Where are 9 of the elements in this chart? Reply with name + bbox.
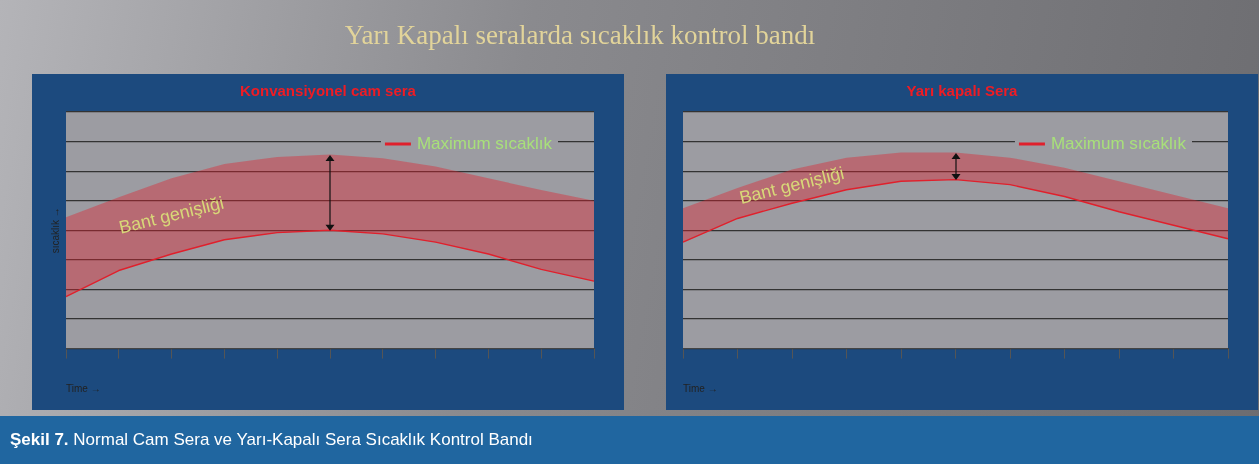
text: Yarı Kapalı seralarda sıcaklık kontrol bandı — [343, 20, 817, 51]
chart-title: Konvansiyonel cam sera — [239, 82, 417, 101]
y-axis-title: sıcaklık → — [49, 207, 61, 254]
x-axis-title: Time → — [683, 382, 718, 394]
x-axis-title: Time → — [66, 382, 101, 394]
chart-title: Yarı kapalı Sera — [905, 82, 1019, 101]
text: Şekil 7. Normal Cam Sera ve Yarı-Kapalı Sera Sıcaklık Kontrol Bandı — [10, 430, 533, 449]
legend-label: Maximum sıcaklık — [416, 133, 553, 153]
legend-label: Maximum sıcaklık — [1050, 133, 1187, 153]
